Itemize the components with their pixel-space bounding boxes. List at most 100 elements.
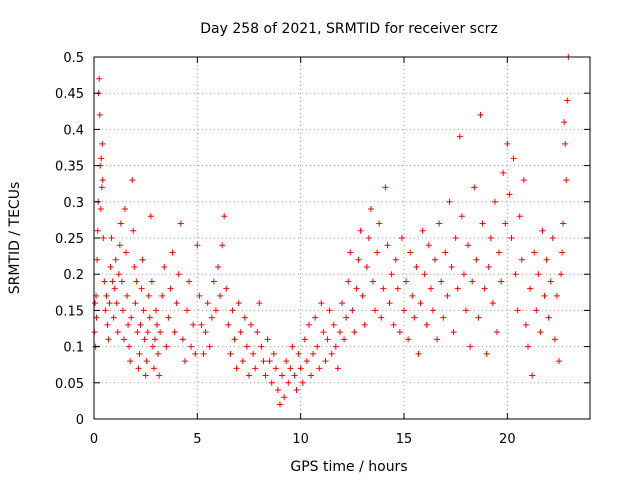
data-point bbox=[363, 263, 370, 270]
x-tick-labels: 0 5 10 15 20 bbox=[90, 432, 516, 447]
data-point bbox=[208, 314, 215, 321]
data-point bbox=[137, 321, 144, 328]
data-point bbox=[243, 343, 250, 350]
data-point bbox=[92, 300, 99, 307]
data-point bbox=[374, 249, 381, 256]
data-point bbox=[388, 271, 395, 278]
data-point bbox=[131, 263, 138, 270]
data-point bbox=[471, 184, 478, 191]
y-tick-label: 0.45 bbox=[55, 87, 84, 102]
x-tick-label: 10 bbox=[292, 432, 309, 447]
data-point bbox=[283, 358, 290, 365]
data-point bbox=[382, 184, 389, 191]
data-point bbox=[351, 329, 358, 336]
data-point bbox=[465, 242, 472, 249]
data-point bbox=[202, 329, 209, 336]
data-point bbox=[438, 278, 445, 285]
data-point bbox=[440, 314, 447, 321]
y-tick-label: 0 bbox=[76, 413, 84, 428]
data-point bbox=[299, 379, 306, 386]
data-point bbox=[141, 336, 148, 343]
data-point bbox=[266, 358, 273, 365]
data-point bbox=[103, 292, 110, 299]
data-point bbox=[411, 314, 418, 321]
data-point bbox=[347, 249, 354, 256]
data-point bbox=[561, 119, 568, 126]
data-point bbox=[145, 292, 152, 299]
data-point bbox=[423, 321, 430, 328]
data-point bbox=[448, 263, 455, 270]
data-point bbox=[560, 220, 567, 227]
y-tick-label: 0.5 bbox=[63, 51, 84, 66]
data-point bbox=[516, 213, 523, 220]
data-point bbox=[190, 321, 197, 328]
data-point bbox=[489, 300, 496, 307]
data-point bbox=[504, 140, 511, 147]
data-point bbox=[114, 329, 121, 336]
data-point bbox=[417, 300, 424, 307]
data-point bbox=[500, 169, 507, 176]
data-point bbox=[260, 358, 267, 365]
data-point bbox=[415, 350, 422, 357]
data-point bbox=[173, 300, 180, 307]
data-point bbox=[473, 256, 480, 263]
data-point bbox=[514, 307, 521, 314]
x-tick-label: 15 bbox=[396, 432, 413, 447]
data-point bbox=[223, 285, 230, 292]
data-point bbox=[295, 350, 302, 357]
data-point bbox=[219, 242, 226, 249]
data-point bbox=[318, 300, 325, 307]
data-point bbox=[248, 321, 255, 328]
y-axis-title: SRMTID / TECUs bbox=[7, 182, 23, 295]
data-point bbox=[111, 285, 118, 292]
data-point bbox=[512, 271, 519, 278]
data-point bbox=[367, 206, 374, 213]
data-point bbox=[94, 227, 101, 234]
data-point bbox=[525, 343, 531, 350]
data-point bbox=[305, 321, 312, 328]
data-point bbox=[163, 343, 170, 350]
data-point bbox=[332, 343, 339, 350]
data-point bbox=[112, 256, 119, 263]
data-point bbox=[126, 343, 133, 350]
data-point bbox=[370, 278, 376, 285]
data-point bbox=[113, 300, 120, 307]
x-tick-label: 0 bbox=[90, 432, 98, 447]
data-point bbox=[547, 278, 554, 285]
data-point bbox=[549, 235, 556, 241]
data-point bbox=[97, 206, 104, 213]
data-point bbox=[258, 343, 265, 350]
data-point bbox=[132, 300, 139, 307]
data-point bbox=[124, 292, 131, 299]
y-tick-labels: 0 0.05 0.1 0.15 0.2 0.25 0.3 0.35 0.4 0.45 0.5 bbox=[55, 51, 84, 428]
data-point bbox=[403, 278, 410, 285]
data-point bbox=[153, 307, 159, 314]
y-tick-label: 0.15 bbox=[55, 304, 84, 319]
data-point bbox=[330, 321, 337, 328]
data-points bbox=[91, 54, 572, 408]
data-point bbox=[143, 358, 150, 365]
data-point bbox=[485, 263, 492, 270]
data-point bbox=[386, 300, 393, 307]
data-point bbox=[558, 271, 565, 278]
data-point bbox=[239, 358, 246, 365]
data-point bbox=[159, 292, 166, 299]
data-point bbox=[506, 191, 513, 198]
data-point bbox=[559, 249, 566, 256]
data-point bbox=[194, 242, 201, 249]
data-point bbox=[138, 285, 145, 292]
data-point bbox=[133, 278, 140, 285]
data-point bbox=[149, 343, 156, 350]
data-point bbox=[181, 358, 188, 365]
chart-title: Day 258 of 2021, SRMTID for receiver scr… bbox=[200, 21, 498, 37]
data-point bbox=[227, 350, 234, 357]
data-point bbox=[334, 365, 341, 372]
x-tick-label: 5 bbox=[193, 432, 201, 447]
data-point bbox=[293, 387, 300, 394]
x-axis-title: GPS time / hours bbox=[290, 459, 407, 475]
data-point bbox=[104, 321, 111, 328]
data-point bbox=[272, 365, 279, 372]
data-point bbox=[165, 314, 172, 321]
data-point bbox=[436, 220, 443, 227]
data-point bbox=[341, 336, 348, 343]
